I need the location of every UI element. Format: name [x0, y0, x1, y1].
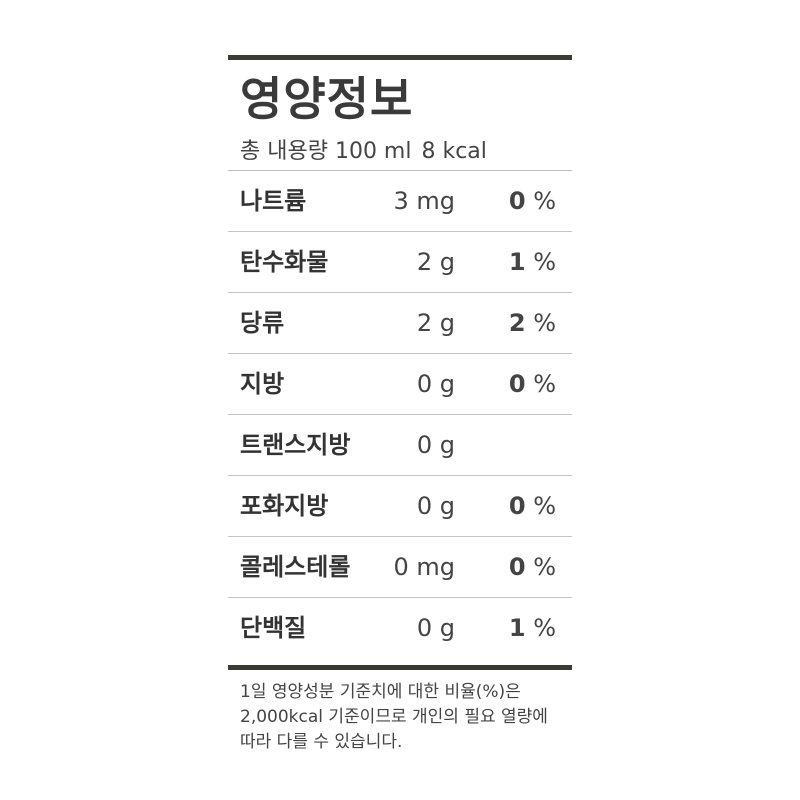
nutrient-row: 콜레스테롤 0 mg 0 % [228, 537, 572, 598]
nutrient-name: 단백질 [240, 614, 307, 642]
bottom-rule [228, 665, 572, 670]
nutrient-row: 나트륨 3 mg 0 % [228, 171, 572, 232]
footnote-line: 따라 다를 수 있습니다. [240, 732, 403, 752]
nutrient-amount: 3 mg [393, 187, 455, 215]
nutrient-row: 탄수화물 2 g 1 % [228, 232, 572, 293]
nutrient-name: 당류 [240, 309, 285, 337]
percent-unit: % [533, 370, 556, 398]
percent-unit: % [533, 248, 556, 276]
nutrient-row: 트랜스지방 0 g [228, 415, 572, 476]
nutrient-table: 나트륨 3 mg 0 % 탄수화물 2 g 1 % 당류 2 g 2 % 지방 0 g… [228, 171, 572, 658]
nutrient-amount: 0 g [416, 614, 455, 642]
nutrient-daily-percent: 0 % [509, 537, 556, 597]
percent-value: 1 [508, 248, 526, 276]
nutrient-name: 나트륨 [240, 187, 307, 215]
percent-value: 2 [508, 309, 526, 337]
nutrient-name: 포화지방 [240, 492, 329, 520]
serving-info: 총 내용량 100 ml 8 kcal [240, 134, 572, 170]
nutrient-amount: 2 g [416, 248, 455, 276]
footnote: 1일 영양성분 기준치에 대한 비율(%)은 2,000kcal 기준이므로 개… [240, 680, 572, 755]
percent-unit: % [533, 187, 556, 215]
footer-section: 1일 영양성분 기준치에 대한 비율(%)은 2,000kcal 기준이므로 개… [228, 665, 572, 755]
percent-unit: % [533, 309, 556, 337]
nutrient-daily-percent: 1 % [509, 232, 556, 292]
nutrient-row: 당류 2 g 2 % [228, 293, 572, 354]
nutrient-name: 지방 [240, 370, 285, 398]
serving-size: 총 내용량 100 ml [240, 139, 412, 164]
nutrient-row: 단백질 0 g 1 % [228, 598, 572, 658]
nutrient-amount: 0 mg [393, 553, 455, 581]
nutrient-amount: 0 g [416, 492, 455, 520]
nutrient-daily-percent: 0 % [509, 171, 556, 231]
percent-value: 0 [508, 553, 526, 581]
calories: 8 kcal [421, 139, 487, 164]
divider [228, 170, 572, 171]
footnote-line: 2,000kcal 기준이므로 개인의 필요 열량에 [240, 707, 548, 727]
percent-unit: % [533, 492, 556, 520]
nutrient-name: 콜레스테롤 [240, 553, 351, 581]
percent-value: 0 [508, 370, 526, 398]
nutrient-daily-percent: 2 % [509, 293, 556, 353]
percent-value: 0 [508, 492, 526, 520]
nutrient-daily-percent: 0 % [509, 476, 556, 536]
nutrition-facts-panel: 영양정보 총 내용량 100 ml 8 kcal 나트륨 3 mg 0 % 탄수화물… [228, 55, 572, 658]
nutrient-amount: 2 g [416, 309, 455, 337]
nutrient-daily-percent: 0 % [509, 354, 556, 414]
nutrient-row: 지방 0 g 0 % [228, 354, 572, 415]
percent-unit: % [533, 553, 556, 581]
nutrient-name: 트랜스지방 [240, 431, 351, 459]
percent-unit: % [533, 614, 556, 642]
nutrient-amount: 0 g [416, 431, 455, 459]
nutrient-daily-percent: 1 % [509, 598, 556, 658]
nutrient-name: 탄수화물 [240, 248, 329, 276]
footnote-line: 1일 영양성분 기준치에 대한 비율(%)은 [240, 682, 521, 702]
page-title: 영양정보 [240, 72, 414, 126]
top-rule [228, 55, 572, 60]
nutrient-row: 포화지방 0 g 0 % [228, 476, 572, 537]
nutrient-amount: 0 g [416, 370, 455, 398]
percent-value: 0 [508, 187, 526, 215]
percent-value: 1 [508, 614, 526, 642]
